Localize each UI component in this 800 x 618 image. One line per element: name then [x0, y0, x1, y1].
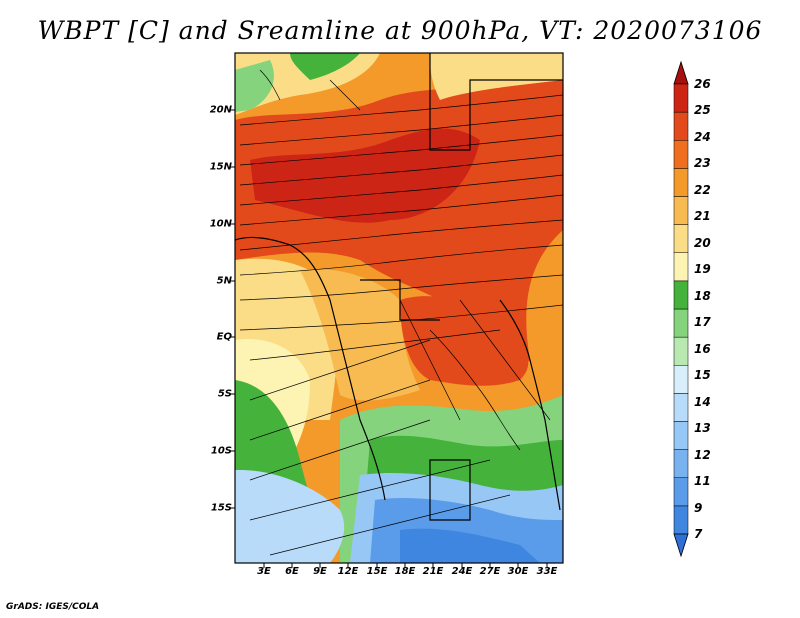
colorbar-segment — [673, 505, 689, 535]
lon-label: 33E — [536, 566, 558, 577]
field-sw-blue — [235, 470, 345, 563]
lon-label: 24E — [451, 566, 473, 577]
colorbar-segment — [673, 308, 689, 338]
colorbar-label: 7 — [694, 527, 703, 541]
colorbar-segment — [673, 477, 689, 507]
map-field — [235, 53, 563, 563]
colorbar-segment — [673, 336, 689, 366]
colorbar-segment — [673, 449, 689, 478]
colorbar-segment — [673, 393, 689, 422]
lat-label: 15S — [210, 502, 232, 514]
colorbar-label: 9 — [694, 500, 703, 515]
footer-credit: GrADS: IGES/COLA — [6, 602, 100, 612]
colorbar-label: 15 — [694, 368, 711, 383]
colorbar-segment — [673, 140, 689, 169]
colorbar-label: 18 — [694, 288, 711, 303]
field-north-green — [290, 53, 360, 80]
lon-label: 30E — [507, 566, 529, 577]
colorbar — [673, 60, 689, 558]
lat-label: 5S — [217, 388, 232, 400]
lon-label: 9E — [313, 566, 327, 577]
field-ne-yellow — [430, 53, 563, 100]
colorbar-segment — [673, 421, 689, 450]
lat-label: 10S — [210, 445, 232, 457]
lon-label: 27E — [479, 566, 501, 577]
colorbar-label: 23 — [694, 156, 711, 171]
colorbar-label: 26 — [694, 77, 711, 91]
colorbar-top-arrow — [673, 60, 689, 85]
colorbar-label: 20 — [694, 235, 711, 250]
colorbar-segment — [673, 83, 689, 113]
lon-label: 12E — [337, 566, 359, 577]
lon-label: 18E — [394, 566, 416, 577]
field-north-green2 — [235, 60, 274, 112]
colorbar-segment — [673, 196, 689, 225]
colorbar-label: 12 — [694, 447, 711, 462]
colorbar-segment — [673, 224, 689, 253]
colorbar-label: 11 — [694, 474, 711, 489]
colorbar-label: 24 — [694, 129, 711, 144]
colorbar-label: 16 — [694, 341, 711, 356]
colorbar-label: 25 — [694, 103, 711, 118]
lat-label: EQ — [216, 331, 232, 343]
lon-label: 15E — [366, 566, 388, 577]
lat-label: 15N — [209, 161, 232, 173]
colorbar-segment — [673, 252, 689, 282]
lat-label: 5N — [216, 275, 232, 287]
colorbar-segment — [673, 111, 689, 141]
colorbar-bottom-arrow — [673, 533, 689, 558]
colorbar-label: 21 — [694, 209, 711, 224]
lat-label: 10N — [209, 218, 232, 230]
lon-label: 6E — [285, 566, 299, 577]
colorbar-label: 22 — [694, 182, 711, 197]
map-frame — [234, 52, 564, 564]
colorbar-label: 19 — [694, 262, 711, 277]
lat-label: 20N — [209, 104, 232, 116]
lon-label: 21E — [422, 566, 444, 577]
colorbar-label: 13 — [694, 421, 711, 436]
field-s-blue3 — [400, 528, 540, 563]
map-title: WBPT [C] and Sreamline at 900hPa, VT: 20… — [37, 16, 763, 45]
axis-ticks — [230, 109, 548, 568]
lon-label: 3E — [257, 566, 271, 577]
colorbar-segment — [673, 168, 689, 197]
colorbar-label: 17 — [694, 315, 711, 330]
colorbar-label: 14 — [694, 394, 711, 409]
colorbar-segment — [673, 280, 689, 310]
colorbar-segment — [673, 365, 689, 394]
borders — [235, 53, 563, 521]
